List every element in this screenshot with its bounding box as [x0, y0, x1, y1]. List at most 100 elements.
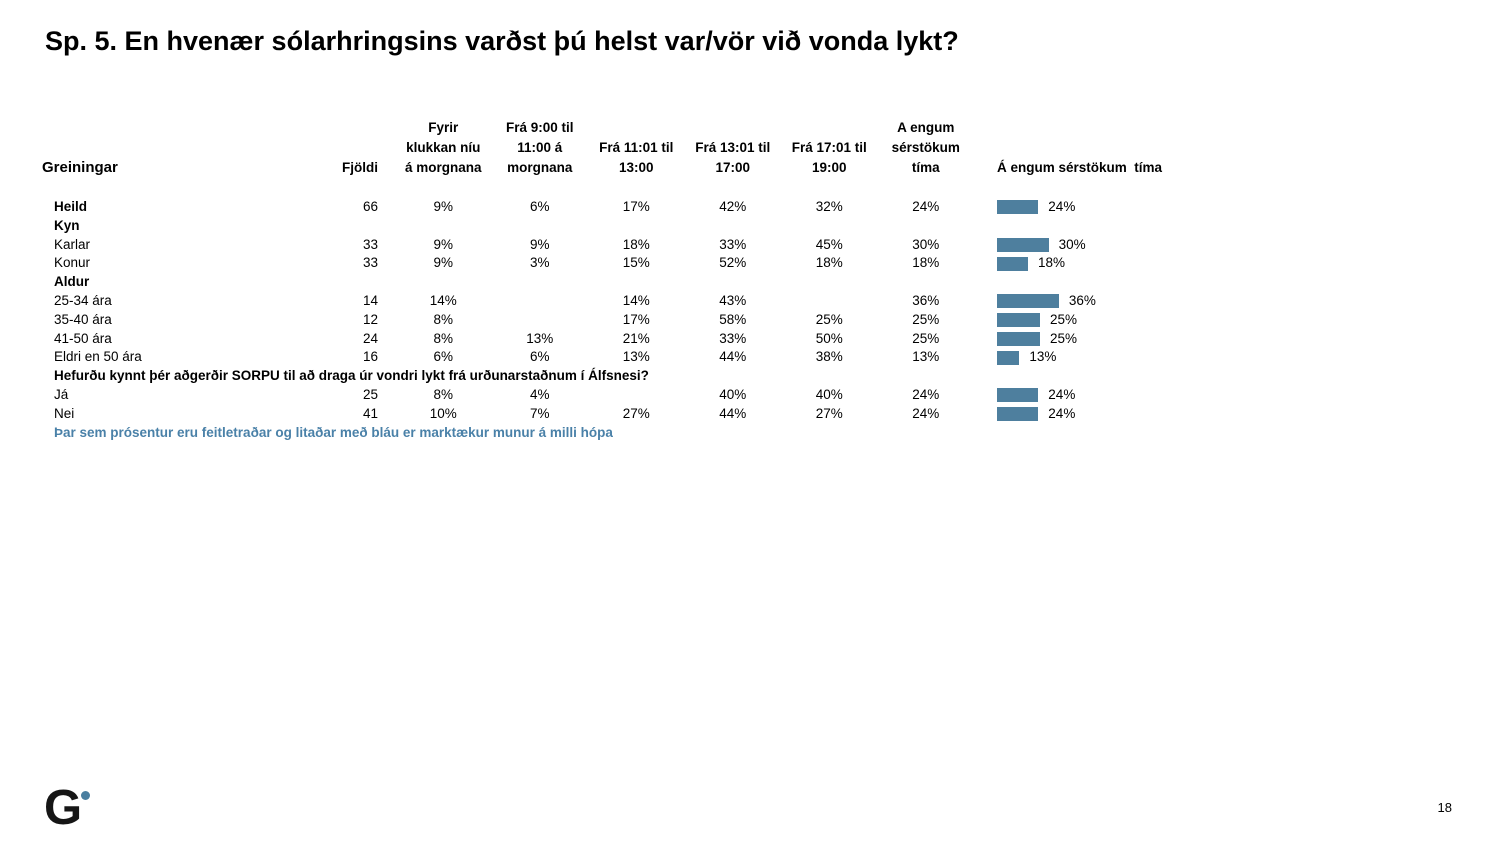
count-value: 41: [362, 405, 378, 421]
percent-value: 44%: [719, 405, 747, 421]
bar: [997, 407, 1039, 422]
bar-value-label: 13%: [1029, 349, 1057, 365]
table-row: Konur 33 9% 3% 15% 52% 18% 18% 18%: [42, 254, 1262, 273]
column-header-bar-chart: Á engum sérstökum tíma: [997, 160, 1163, 175]
percent-value: 33%: [719, 236, 747, 252]
percent-value: 40%: [815, 386, 843, 402]
bar: [997, 388, 1039, 403]
bar: [997, 200, 1039, 215]
percent-value: 58%: [719, 311, 747, 327]
table-row: 35-40 ára 12 8% 17% 58% 25% 25% 25%: [42, 311, 1262, 330]
percent-value: 52%: [719, 255, 747, 271]
bar-value-label: 18%: [1038, 255, 1066, 271]
percent-value: 17%: [622, 199, 650, 214]
percent-value: 25%: [912, 330, 940, 346]
percent-value: 4%: [529, 386, 550, 402]
bar-cell: 24%: [997, 198, 1217, 217]
percent-value: 13%: [912, 349, 940, 365]
percent-value: 8%: [433, 330, 453, 346]
column-header-no-specific-time: A engum sérstökum tíma: [891, 120, 960, 175]
percent-value: 17%: [622, 311, 650, 327]
count-value: 16: [362, 349, 378, 365]
significance-footnote: Þar sem prósentur eru feitletraðar og li…: [54, 424, 613, 440]
percent-value: 27%: [815, 405, 843, 421]
bar: [997, 313, 1040, 328]
bar-cell: 36%: [997, 292, 1217, 311]
percent-value: 21%: [622, 330, 650, 346]
bar-value-label: 25%: [1050, 330, 1078, 346]
bar-cell: 24%: [997, 405, 1217, 424]
count-value: 25: [362, 386, 378, 402]
table-header-row: Greiningar Fjöldi Fyrir klukkan níu á mo…: [42, 118, 1262, 178]
percent-value: 15%: [622, 255, 650, 271]
section-label: Hefurðu kynnt þér aðgerðir SORPU til að …: [54, 368, 649, 384]
percent-value: 8%: [433, 311, 453, 327]
count-value: 24: [362, 330, 378, 346]
percent-value: 18%: [912, 255, 940, 271]
bar-value-label: 25%: [1050, 311, 1078, 327]
table-row: Já 25 8% 4% 40% 40% 24% 24%: [42, 386, 1262, 405]
bar: [997, 237, 1049, 252]
column-header-time-17to19: Frá 17:01 til 19:00: [791, 140, 867, 175]
bar-cell: 13%: [997, 348, 1217, 367]
percent-value: 18%: [815, 255, 843, 271]
bar-value-label: 36%: [1068, 292, 1096, 308]
logo-dot-icon: [81, 791, 90, 800]
bar-cell: 18%: [997, 254, 1217, 273]
column-header-time-before9: Fyrir klukkan níu á morgnana: [404, 120, 482, 175]
row-label: Heild: [54, 199, 88, 214]
percent-value: 10%: [429, 405, 457, 421]
table-section-row: Kyn: [42, 217, 1262, 236]
percent-value: 38%: [815, 349, 843, 365]
gallup-logo: G: [44, 784, 104, 834]
results-table: Greiningar Fjöldi Fyrir klukkan níu á mo…: [42, 118, 1262, 442]
percent-value: 24%: [912, 199, 940, 214]
percent-value: 32%: [815, 199, 843, 214]
percent-value: 6%: [433, 349, 453, 365]
row-label: Nei: [54, 405, 75, 421]
bar-cell: 25%: [997, 311, 1217, 330]
percent-value: 24%: [912, 405, 940, 421]
section-label: Kyn: [54, 217, 80, 233]
bar: [997, 350, 1020, 365]
bar: [997, 256, 1028, 271]
logo-letter: G: [44, 781, 82, 835]
page-number: 18: [1437, 800, 1452, 815]
table-section-row: Aldur: [42, 273, 1262, 292]
percent-value: 8%: [433, 386, 453, 402]
row-label: Eldri en 50 ára: [54, 349, 142, 365]
percent-value: 6%: [529, 349, 550, 365]
percent-value: 13%: [526, 330, 554, 346]
percent-value: 42%: [719, 199, 747, 214]
percent-value: 6%: [529, 199, 550, 214]
row-label: 25-34 ára: [54, 292, 112, 308]
table-row: Heild 66 9% 6% 17% 42% 32% 24% 24%: [42, 198, 1262, 217]
count-value: 66: [362, 199, 378, 214]
count-value: 33: [362, 236, 378, 252]
percent-value: 13%: [622, 349, 650, 365]
percent-value: 14%: [622, 292, 650, 308]
percent-value: 14%: [429, 292, 457, 308]
percent-value: 24%: [912, 386, 940, 402]
percent-value: 45%: [815, 236, 843, 252]
row-label: Karlar: [54, 236, 91, 252]
percent-value: 40%: [719, 386, 747, 402]
table-section-row: Hefurðu kynnt þér aðgerðir SORPU til að …: [42, 367, 1262, 386]
percent-value: 33%: [719, 330, 747, 346]
bar-cell: 24%: [997, 386, 1217, 405]
percent-value: 44%: [719, 349, 747, 365]
page-title: Sp. 5. En hvenær sólarhringsins varðst þ…: [45, 26, 959, 56]
count-value: 12: [362, 311, 378, 327]
row-label: 41-50 ára: [54, 330, 112, 346]
table-row: 41-50 ára 24 8% 13% 21% 33% 50% 25% 25%: [42, 330, 1262, 349]
bar: [997, 294, 1059, 309]
percent-value: 9%: [433, 199, 453, 214]
percent-value: 18%: [622, 236, 650, 252]
row-label: Konur: [54, 255, 91, 271]
percent-value: 25%: [912, 311, 940, 327]
percent-value: 25%: [815, 311, 843, 327]
percent-value: 9%: [433, 236, 453, 252]
percent-value: 9%: [529, 236, 550, 252]
bar-cell: 30%: [997, 236, 1217, 255]
percent-value: 36%: [912, 292, 940, 308]
